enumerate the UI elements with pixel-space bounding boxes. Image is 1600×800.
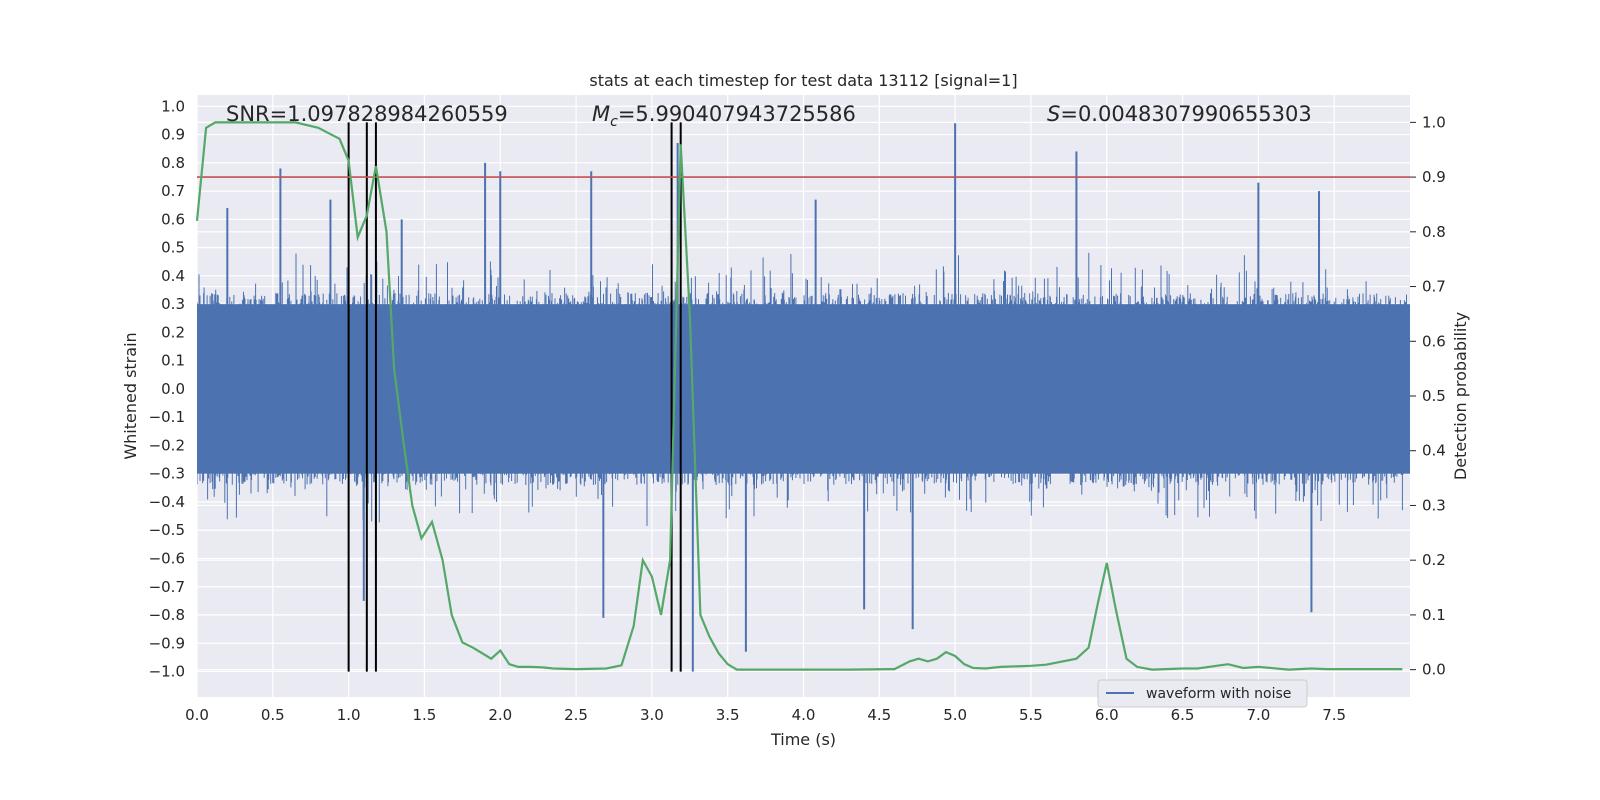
x-tick-label: 2.0 xyxy=(488,706,512,724)
y-tick-label: 0.7 xyxy=(161,182,185,200)
legend-box xyxy=(1097,679,1308,708)
y-tick-label: 0.8 xyxy=(161,154,185,172)
x-tick-label: 3.5 xyxy=(716,706,740,724)
y2-tick-label: 0.7 xyxy=(1422,278,1446,296)
y-tick-label: −0.1 xyxy=(149,408,185,426)
y-tick-label: −1.0 xyxy=(149,663,185,681)
y-tick-label: 1.0 xyxy=(161,97,185,115)
y-tick-label: 0.3 xyxy=(161,295,185,313)
x-tick-label: 0.5 xyxy=(261,706,285,724)
y-tick-label: −0.7 xyxy=(149,578,185,596)
strain-core-band xyxy=(197,304,1410,474)
s-symbol: S xyxy=(1047,102,1060,126)
y-tick-label: 0.6 xyxy=(161,210,185,228)
y2-tick-label: 0.8 xyxy=(1422,223,1446,241)
x-tick-label: 5.0 xyxy=(943,706,967,724)
x-tick-label: 4.5 xyxy=(867,706,891,724)
x-tick-label: 6.0 xyxy=(1095,706,1119,724)
y2-axis-ticks: 0.0 0.1 0.2 0.3 0.4 0.5 0.6 0.7 0.8 0.9 1.0 xyxy=(1410,113,1446,679)
chirp-mass-symbol: M xyxy=(592,102,610,126)
y2-tick-label: 0.2 xyxy=(1422,551,1446,569)
x-axis-label: Time (s) xyxy=(770,730,836,749)
y-axis-ticks: 1.0 0.9 0.8 0.7 0.6 0.5 0.4 0.3 0.2 0.1 0.0 −0.1 −0.… xyxy=(149,97,185,680)
x-tick-label: 5.5 xyxy=(1019,706,1043,724)
x-tick-label: 4.0 xyxy=(792,706,816,724)
y-tick-label: −0.8 xyxy=(149,606,185,624)
x-tick-label: 1.5 xyxy=(413,706,437,724)
y2-tick-label: 0.1 xyxy=(1422,606,1446,624)
y-tick-label: −0.3 xyxy=(149,465,185,483)
y2-tick-label: 0.0 xyxy=(1422,661,1446,679)
y2-tick-label: 0.6 xyxy=(1422,332,1446,350)
y-tick-label: −0.2 xyxy=(149,436,185,454)
y2-tick-label: 0.9 xyxy=(1422,168,1446,186)
chirp-mass-value: =5.990407943725586 xyxy=(618,102,856,126)
x-tick-label: 1.0 xyxy=(337,706,361,724)
y2-tick-label: 1.0 xyxy=(1422,113,1446,131)
y-tick-label: −0.5 xyxy=(149,521,185,539)
y-tick-label: −0.4 xyxy=(149,493,185,511)
strain-series xyxy=(197,123,1410,672)
y2-tick-label: 0.5 xyxy=(1422,387,1446,405)
y2-axis-label: Detection probability xyxy=(1451,312,1470,480)
x-tick-label: 3.0 xyxy=(640,706,664,724)
y-tick-label: 0.9 xyxy=(161,126,185,144)
y-axis-label: Whitened strain xyxy=(121,332,140,459)
y-tick-label: 0.2 xyxy=(161,323,185,341)
s-annotation: S=0.0048307990655303 xyxy=(1047,102,1312,126)
detection-probability-line xyxy=(195,121,1403,671)
x-tick-label: 7.5 xyxy=(1322,706,1346,724)
chart-title: stats at each timestep for test data 131… xyxy=(589,71,1017,90)
x-tick-label: 2.5 xyxy=(564,706,588,724)
x-tick-label: 0.0 xyxy=(185,706,209,724)
x-axis-ticks: 0.0 0.5 1.0 1.5 2.0 2.5 3.0 3.5 4.0 4.5 5.0 5.5 6.0 6… xyxy=(185,706,1346,724)
y-tick-label: 0.1 xyxy=(161,352,185,370)
y-tick-label: −0.6 xyxy=(149,550,185,568)
legend: waveform with noise xyxy=(1097,679,1308,708)
y-tick-label: 0.0 xyxy=(161,380,185,398)
y-tick-label: 0.5 xyxy=(161,239,185,257)
s-value: =0.0048307990655303 xyxy=(1060,102,1311,126)
x-tick-label: 7.0 xyxy=(1246,706,1270,724)
chirp-mass-annotation: Mc=5.990407943725586 xyxy=(592,102,856,130)
x-tick-label: 6.5 xyxy=(1171,706,1195,724)
chirp-mass-subscript: c xyxy=(610,114,618,130)
y-tick-label: 0.4 xyxy=(161,267,185,285)
y2-tick-label: 0.3 xyxy=(1422,496,1446,514)
y-tick-label: −0.9 xyxy=(149,634,185,652)
y2-tick-label: 0.4 xyxy=(1422,442,1446,460)
snr-annotation: SNR=1.097828984260559 xyxy=(226,102,508,126)
legend-label: waveform with noise xyxy=(1146,686,1291,702)
